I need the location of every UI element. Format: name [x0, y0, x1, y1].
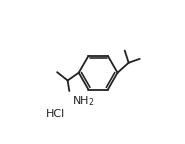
Text: NH$_2$: NH$_2$ [72, 94, 95, 108]
Text: HCl: HCl [46, 109, 65, 119]
